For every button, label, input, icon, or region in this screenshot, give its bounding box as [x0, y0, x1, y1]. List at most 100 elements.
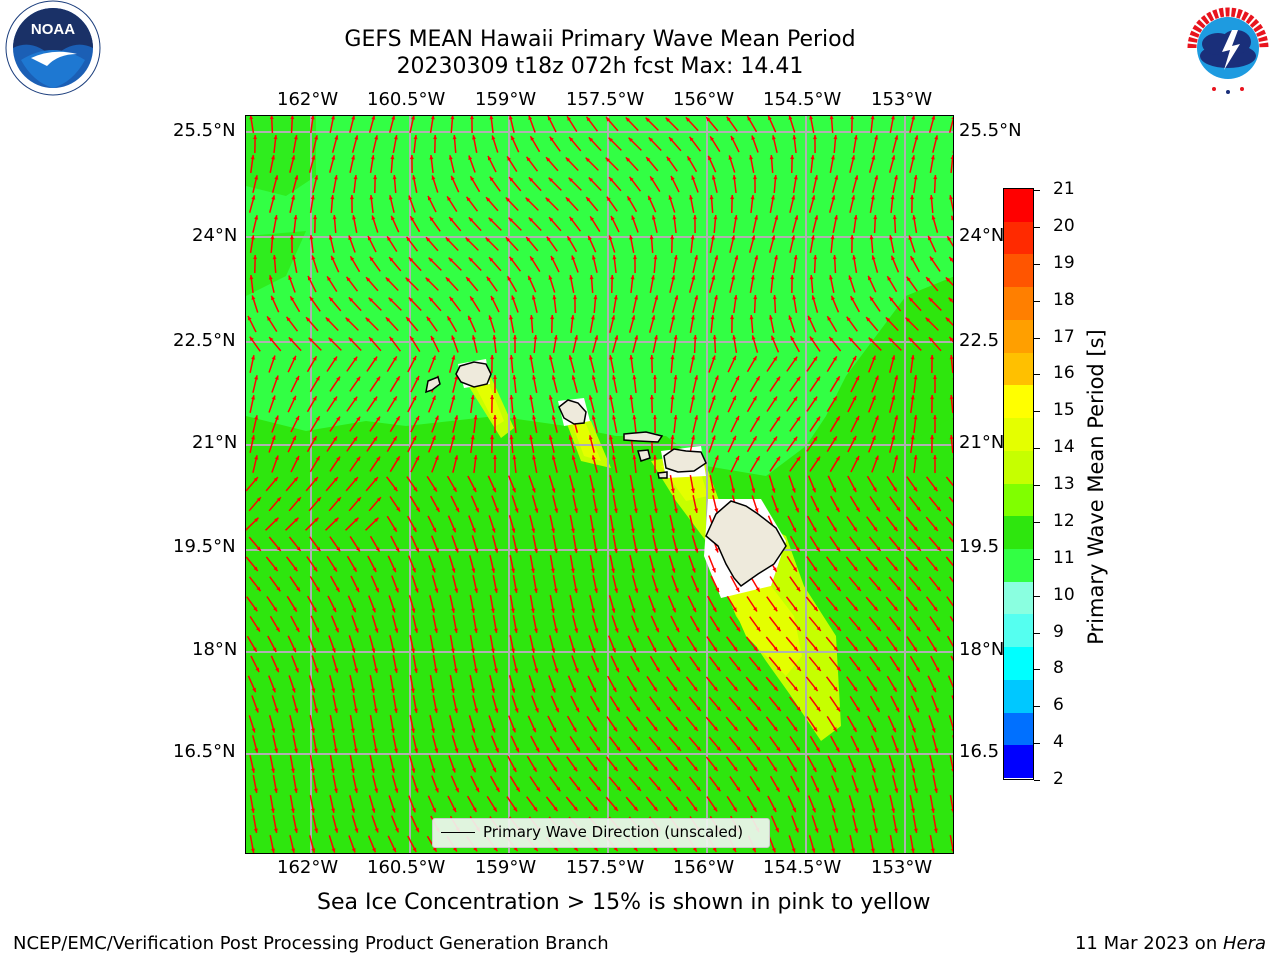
wave-arrow-head	[514, 708, 519, 713]
wave-arrow-head	[296, 586, 301, 592]
wave-arrow-head	[349, 195, 354, 200]
wave-arrow-head	[936, 546, 941, 551]
wave-arrow-head	[606, 196, 611, 202]
wave-arrow-head	[773, 436, 777, 441]
wave-arrow-head	[753, 766, 758, 772]
wave-arrow-head	[595, 707, 600, 712]
wave-arrow-head	[491, 135, 496, 140]
wave-arrow-head	[512, 415, 517, 420]
wave-arrow-head	[390, 728, 395, 733]
wave-arrow-head	[730, 315, 735, 320]
wave-arrow-head	[494, 548, 499, 553]
wave-arrow-head	[453, 628, 458, 633]
wave-arrow-head	[712, 335, 717, 340]
wave-arrow-head	[392, 436, 397, 441]
wave-arrow-head	[756, 666, 761, 671]
wave-arrow-head	[533, 335, 538, 340]
wave-arrow-head	[307, 275, 312, 281]
wave-arrow-head	[715, 627, 720, 632]
wave-arrow-head	[390, 155, 395, 160]
wave-arrow-head	[435, 547, 439, 553]
wave-arrow-head	[854, 788, 859, 793]
wave-arrow-head	[373, 356, 378, 362]
wave-arrow-head	[874, 415, 879, 421]
wave-arrow-head	[428, 257, 433, 262]
wave-arrow-head	[676, 786, 681, 791]
wave-arrow-head	[376, 376, 381, 382]
wave-arrow-head	[588, 177, 594, 182]
wave-arrow-head	[535, 747, 540, 752]
wave-arrow-head	[908, 235, 913, 240]
wave-arrow-head	[331, 647, 336, 653]
wave-arrow-head	[256, 586, 261, 592]
wave-arrow-head	[751, 135, 756, 141]
wave-arrow-head	[590, 528, 595, 533]
wave-arrow-head	[732, 435, 736, 441]
wave-arrow-head	[792, 135, 797, 140]
wave-arrow-head	[530, 608, 535, 613]
wave-arrow-head	[673, 847, 677, 852]
colorbar-segment	[1004, 712, 1033, 746]
wave-arrow-head	[468, 155, 473, 161]
wave-arrow-head	[250, 235, 255, 240]
wave-arrow-head	[293, 215, 298, 220]
wave-arrow-head	[733, 215, 738, 220]
wave-arrow-head	[371, 116, 376, 120]
wave-arrow-head	[832, 436, 837, 441]
wave-arrow-head	[796, 376, 801, 382]
wave-arrow-head	[652, 455, 657, 460]
wave-arrow-head	[606, 117, 611, 122]
wave-arrow-head	[490, 355, 495, 360]
wave-arrow-head	[674, 548, 679, 553]
wave-arrow-head	[651, 568, 656, 573]
wave-arrow-head	[571, 375, 576, 380]
wave-arrow-head	[855, 455, 860, 461]
wave-arrow-head	[713, 215, 718, 220]
wave-arrow-head	[470, 608, 475, 613]
wave-arrow-head	[834, 787, 839, 793]
wave-arrow-head	[395, 376, 400, 381]
wave-arrow-head	[290, 808, 295, 813]
wave-arrow-head	[691, 175, 696, 181]
wave-arrow-head	[929, 256, 934, 262]
wave-arrow-head	[712, 847, 717, 852]
wave-arrow-head	[394, 668, 398, 673]
wave-arrow-head	[415, 547, 419, 553]
wave-arrow-head	[715, 587, 719, 593]
wave-arrow-head	[494, 708, 499, 713]
wave-arrow-head	[653, 766, 658, 771]
wave-arrow-head	[672, 647, 677, 652]
wave-arrow-head	[570, 528, 575, 533]
wave-arrow-head	[651, 215, 656, 220]
wave-arrow-head	[315, 456, 320, 461]
wave-arrow-head	[810, 155, 815, 160]
wave-arrow-head	[389, 336, 394, 342]
wave-arrow-head	[755, 587, 760, 592]
wave-arrow-head	[276, 586, 281, 592]
wave-arrow-head	[891, 808, 896, 813]
colorbar-segment	[1004, 287, 1033, 321]
wave-arrow-head	[692, 607, 696, 613]
wave-arrow-head	[609, 355, 613, 360]
wave-arrow-head	[533, 806, 538, 812]
wave-arrow-head	[945, 277, 951, 282]
wave-arrow-head	[853, 606, 858, 611]
wave-arrow-head	[890, 116, 895, 120]
wave-arrow-head	[575, 707, 580, 713]
wave-arrow-head	[792, 767, 797, 772]
wave-arrow-head	[511, 528, 516, 533]
wave-arrow-head	[656, 746, 661, 751]
wave-arrow-head	[893, 526, 898, 532]
wave-arrow-head	[276, 546, 281, 551]
field-blob-1	[246, 116, 316, 196]
wave-arrow-head	[930, 395, 935, 400]
colorbar-tick-label: 11	[1053, 547, 1075, 568]
wave-arrow-head	[711, 275, 716, 280]
wave-arrow-head	[671, 175, 675, 181]
wave-arrow-head	[512, 375, 517, 380]
wave-arrow-head	[593, 548, 598, 553]
wave-arrow-head	[509, 435, 514, 440]
wave-arrow-head	[333, 748, 338, 753]
wave-arrow-head	[834, 215, 838, 220]
map-panel	[245, 115, 954, 854]
